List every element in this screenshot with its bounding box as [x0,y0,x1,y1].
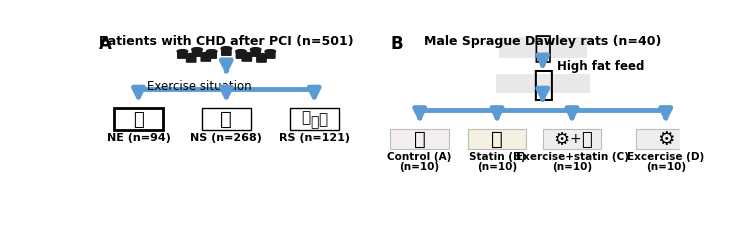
Circle shape [186,54,197,58]
FancyBboxPatch shape [202,109,251,130]
Text: 🧍: 🧍 [133,110,144,128]
FancyBboxPatch shape [251,51,260,57]
Circle shape [236,50,246,54]
FancyBboxPatch shape [637,129,695,150]
Circle shape [265,50,275,54]
Text: +: + [569,132,581,145]
Circle shape [206,50,217,54]
Text: 🐁: 🐁 [414,130,426,149]
FancyBboxPatch shape [222,50,231,56]
Text: 🏃: 🏃 [318,112,327,127]
Text: Patients with CHD after PCI (n=501): Patients with CHD after PCI (n=501) [99,35,354,48]
Text: 💊: 💊 [491,130,503,149]
Circle shape [177,50,187,54]
Circle shape [242,53,252,57]
Text: B: B [390,35,403,53]
FancyBboxPatch shape [187,57,196,63]
Text: 🏃: 🏃 [221,110,232,129]
FancyBboxPatch shape [192,51,202,57]
Text: 🏃: 🏃 [310,114,318,129]
Text: (n=10): (n=10) [477,162,517,172]
Text: RS (n=121): RS (n=121) [279,132,350,142]
Text: 🏃: 🏃 [301,110,310,125]
Circle shape [200,53,211,57]
FancyBboxPatch shape [468,129,526,150]
FancyBboxPatch shape [499,38,587,58]
FancyBboxPatch shape [114,109,163,130]
FancyBboxPatch shape [178,53,187,59]
Text: Statin (B): Statin (B) [469,151,525,161]
FancyBboxPatch shape [242,56,252,62]
FancyBboxPatch shape [543,129,601,150]
Text: ⚙: ⚙ [553,130,569,148]
Text: Excercise (D): Excercise (D) [627,151,705,161]
Circle shape [221,48,231,51]
Circle shape [250,48,261,52]
Text: NE (n=94): NE (n=94) [107,132,170,142]
Text: NS (n=268): NS (n=268) [191,132,262,142]
FancyBboxPatch shape [290,109,339,130]
Circle shape [192,48,203,52]
FancyBboxPatch shape [265,53,275,59]
Text: ⚙: ⚙ [657,130,674,149]
FancyBboxPatch shape [390,129,449,150]
Circle shape [256,54,267,58]
Text: 🐀: 🐀 [534,34,552,63]
FancyBboxPatch shape [237,53,246,59]
FancyBboxPatch shape [257,57,266,63]
Text: (n=10): (n=10) [400,162,440,172]
Text: Control (A): Control (A) [388,151,452,161]
Text: Exercise+statin (C): Exercise+statin (C) [516,151,628,161]
Text: Male Sprague Dawley rats (n=40): Male Sprague Dawley rats (n=40) [424,35,662,48]
Text: A: A [99,35,112,53]
FancyBboxPatch shape [201,56,210,62]
Text: High fat feed: High fat feed [557,60,645,73]
FancyBboxPatch shape [207,53,216,59]
Text: (n=10): (n=10) [552,162,592,172]
FancyBboxPatch shape [496,75,590,93]
Text: Exercise situation: Exercise situation [147,80,252,93]
Text: (n=10): (n=10) [646,162,686,172]
Text: 💊: 💊 [581,130,592,148]
Text: 🐁: 🐁 [532,67,553,101]
